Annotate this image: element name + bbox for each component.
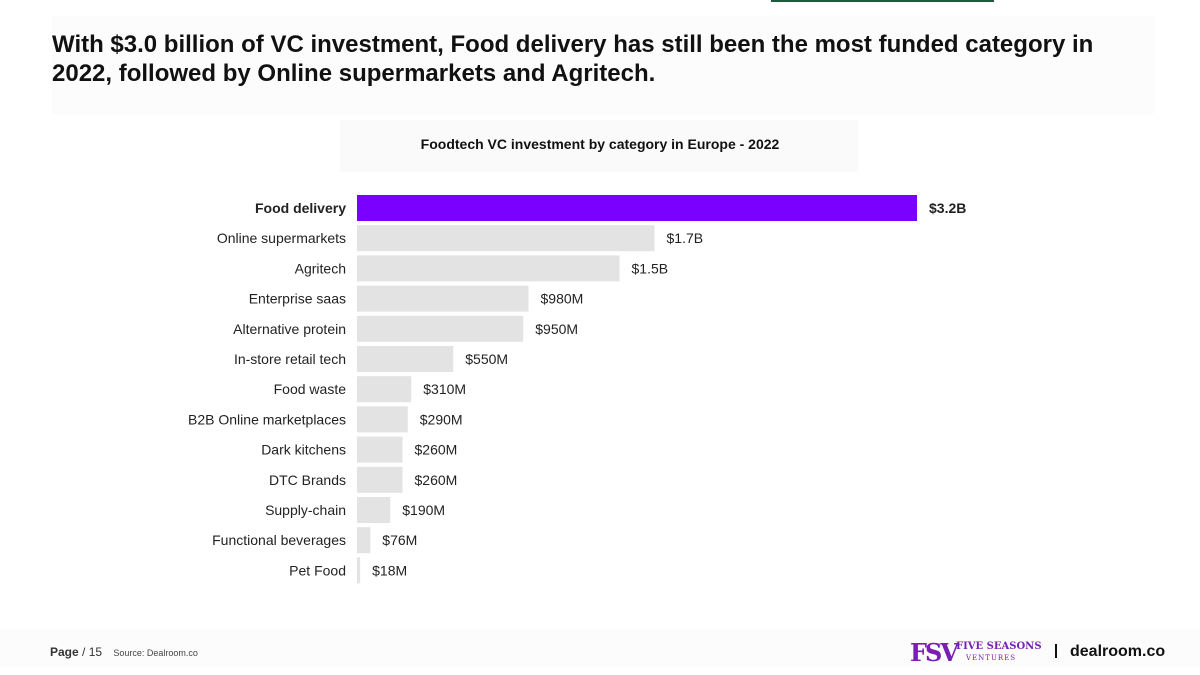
bar-functional-beverages bbox=[357, 527, 371, 554]
category-label-dark-kitchens: Dark kitchens bbox=[261, 442, 346, 458]
bar-pet-food bbox=[357, 557, 361, 584]
category-label-functional-beverages: Functional beverages bbox=[212, 532, 346, 548]
five-seasons-ventures-logo: FSV FIVE SEASONS VENTURES bbox=[910, 638, 1042, 668]
bar-dtc-brands bbox=[357, 466, 403, 493]
headline-background bbox=[52, 16, 1154, 114]
category-label-online-supermarkets: Online supermarkets bbox=[217, 230, 346, 246]
value-label-dtc-brands: $260M bbox=[415, 472, 458, 488]
category-label-supply-chain: Supply-chain bbox=[265, 502, 346, 518]
footer-background bbox=[0, 630, 1200, 666]
category-label-agritech: Agritech bbox=[295, 260, 346, 276]
value-label-enterprise-saas: $980M bbox=[541, 291, 584, 307]
category-label-enterprise-saas: Enterprise saas bbox=[249, 291, 346, 307]
bar-online-supermarkets bbox=[357, 225, 655, 252]
category-label-in-store-retail-tech: In-store retail tech bbox=[234, 351, 346, 367]
category-label-food-delivery: Food delivery bbox=[255, 200, 346, 216]
bar-b2b-online-marketplaces bbox=[357, 406, 408, 433]
page-number: / 15 bbox=[82, 645, 103, 659]
value-label-in-store-retail-tech: $550M bbox=[465, 351, 508, 367]
page-word: Page bbox=[50, 645, 79, 659]
footer-page-info: Page / 15 Source: Dealroom.co bbox=[50, 645, 198, 659]
category-label-b2b-online-marketplaces: B2B Online marketplaces bbox=[188, 411, 346, 427]
bar-food-delivery bbox=[357, 195, 917, 221]
bar-enterprise-saas bbox=[357, 285, 529, 312]
dealroom-logo: dealroom.co bbox=[1070, 643, 1166, 660]
fsv-logo-name: FIVE SEASONS bbox=[956, 641, 1042, 652]
bar-alternative-protein bbox=[357, 315, 524, 342]
chart-title: Foodtech VC investment by category in Eu… bbox=[420, 136, 780, 152]
bar-dark-kitchens bbox=[357, 436, 403, 463]
value-label-dark-kitchens: $260M bbox=[415, 442, 458, 458]
bar-food-waste bbox=[357, 376, 412, 403]
value-label-pet-food: $18M bbox=[372, 562, 407, 578]
category-label-pet-food: Pet Food bbox=[289, 562, 346, 578]
value-label-supply-chain: $190M bbox=[402, 502, 445, 518]
value-label-online-supermarkets: $1.7B bbox=[667, 230, 704, 246]
category-label-alternative-protein: Alternative protein bbox=[233, 321, 346, 337]
value-label-food-delivery: $3.2B bbox=[929, 200, 966, 216]
fsv-logo-mark: FSV bbox=[910, 638, 959, 667]
page-headline: With $3.0 billion of VC investment, Food… bbox=[52, 31, 1094, 87]
category-label-dtc-brands: DTC Brands bbox=[269, 472, 346, 488]
value-label-functional-beverages: $76M bbox=[382, 532, 417, 548]
logo-divider bbox=[1055, 644, 1057, 658]
category-label-food-waste: Food waste bbox=[274, 381, 347, 397]
bar-supply-chain bbox=[357, 497, 391, 523]
value-label-agritech: $1.5B bbox=[632, 260, 669, 276]
value-label-alternative-protein: $950M bbox=[535, 321, 578, 337]
top-accent-line bbox=[771, 0, 994, 2]
bar-agritech bbox=[357, 255, 620, 282]
source-note: Source: Dealroom.co bbox=[113, 648, 198, 658]
bar-in-store-retail-tech bbox=[357, 346, 454, 372]
value-label-b2b-online-marketplaces: $290M bbox=[420, 411, 463, 427]
value-label-food-waste: $310M bbox=[423, 381, 466, 397]
fsv-logo-sub: VENTURES bbox=[966, 654, 1017, 662]
chart-title-background bbox=[340, 120, 858, 172]
